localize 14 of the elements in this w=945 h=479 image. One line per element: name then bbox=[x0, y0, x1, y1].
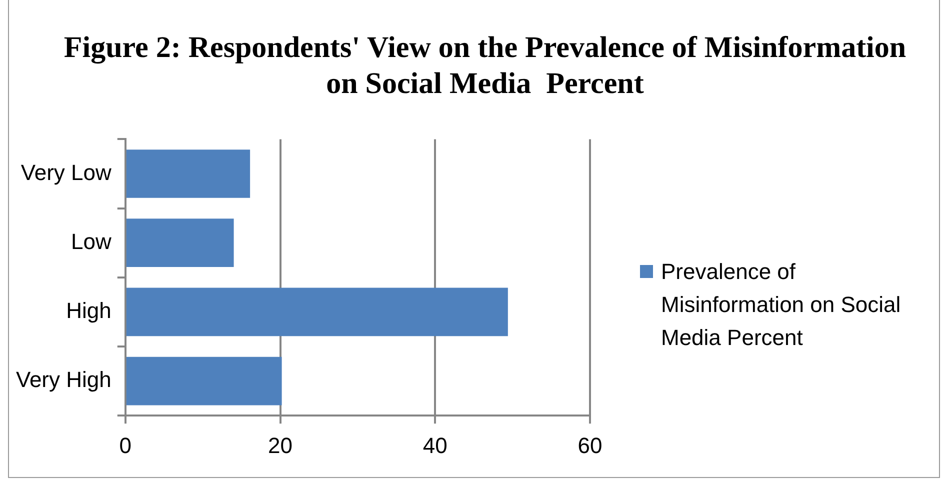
x-tick-label: 20 bbox=[268, 432, 292, 458]
y-tick-label: High bbox=[66, 298, 112, 324]
x-tick-label: 60 bbox=[578, 432, 602, 458]
bar bbox=[126, 288, 508, 336]
x-tick-label: 40 bbox=[422, 432, 448, 458]
y-tick-label: Very Low bbox=[20, 160, 112, 185]
y-tick-label: Low bbox=[71, 228, 112, 254]
bar bbox=[126, 218, 234, 268]
bar bbox=[126, 356, 282, 406]
x-tick-label: 0 bbox=[119, 432, 132, 458]
chart-title: Figure 2: Respondents' View on the Prevalence of Misinformation on Social Media Percent bbox=[62, 30, 908, 102]
bar bbox=[126, 150, 250, 198]
legend-label: Prevalence of Misinformation on Social Media Percent bbox=[661, 258, 902, 352]
y-tick-label: Very High bbox=[16, 367, 112, 392]
